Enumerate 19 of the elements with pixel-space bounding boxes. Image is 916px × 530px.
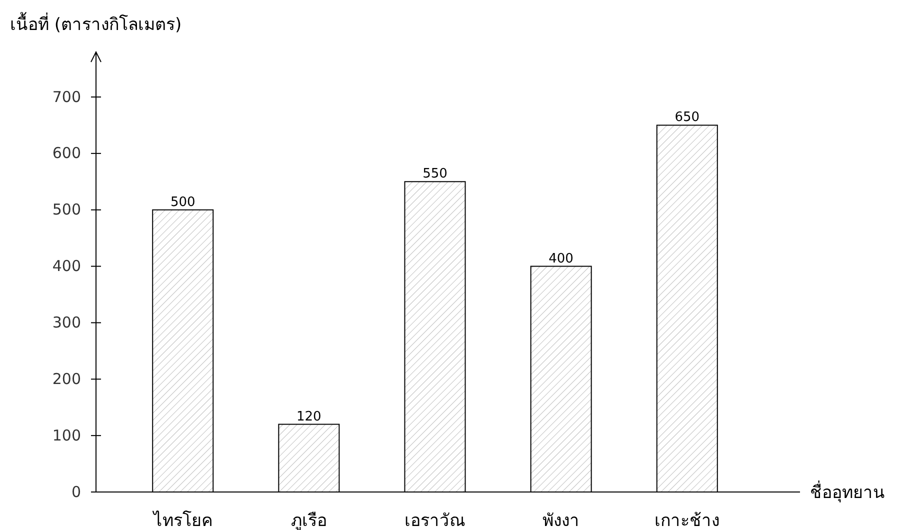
y-tick-label: 500 xyxy=(52,200,81,219)
x-tick-label: เอราวัณ xyxy=(404,511,466,530)
x-tick-label: ไทรโยค xyxy=(151,510,212,530)
y-tick-label: 0 xyxy=(71,482,81,501)
x-axis-title: ชื่ออุทยาน xyxy=(810,480,885,503)
y-tick-label: 200 xyxy=(52,370,81,388)
y-tick-label: 300 xyxy=(52,314,81,332)
data-label: 400 xyxy=(548,251,574,266)
x-tick-label: พังงา xyxy=(542,511,580,530)
x-tick-label: เกาะช้าง xyxy=(654,511,720,530)
data-label: 500 xyxy=(170,194,196,210)
y-tick-label: 100 xyxy=(52,426,81,444)
y-tick-label: 600 xyxy=(52,144,81,162)
data-label: 550 xyxy=(422,166,448,182)
y-axis-title: เนื้อที่ (ตารางกิโลเมตร) xyxy=(10,12,182,35)
y-tick-label: 400 xyxy=(52,257,81,276)
y-tick-label: 700 xyxy=(52,88,81,106)
data-label: 650 xyxy=(674,110,700,126)
data-label: 120 xyxy=(296,409,322,424)
